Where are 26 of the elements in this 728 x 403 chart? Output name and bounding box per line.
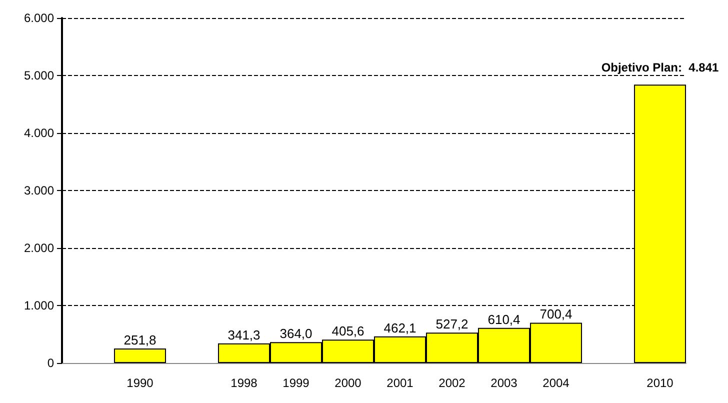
y-tick-label: 5.000 (24, 68, 54, 82)
x-tick-label: 2000 (334, 376, 362, 390)
y-tick-label: 0 (47, 356, 54, 370)
data-label: 527,2 (436, 316, 468, 332)
annotation: Objetivo Plan: 4.841 (601, 60, 720, 75)
y-tick-label: 4.000 (24, 126, 54, 140)
y-tick-label: 2.000 (24, 241, 54, 255)
x-tick-label: 2001 (386, 376, 414, 390)
x-tick-label: 2002 (438, 376, 466, 390)
data-label: 700,4 (540, 306, 572, 322)
x-tick-label: 1998 (230, 376, 258, 390)
bar (114, 348, 166, 363)
x-tick-label: 1999 (282, 376, 310, 390)
x-tick-label: 1990 (126, 376, 154, 390)
x-tick-label: 2003 (490, 376, 518, 390)
data-label: 364,0 (280, 326, 312, 342)
data-label: 341,3 (228, 327, 260, 342)
data-label: 405,6 (332, 324, 364, 339)
data-label: 251,8 (124, 332, 156, 348)
y-tick-label: 3.000 (24, 184, 54, 198)
y-tick-label: 6.000 (24, 11, 54, 25)
y-tick-label: 1.000 (24, 298, 54, 312)
x-tick-label: 2010 (646, 376, 674, 390)
x-tick-label: 2004 (542, 376, 570, 390)
data-label: 462,1 (384, 320, 416, 336)
data-label: 610,4 (488, 312, 520, 327)
